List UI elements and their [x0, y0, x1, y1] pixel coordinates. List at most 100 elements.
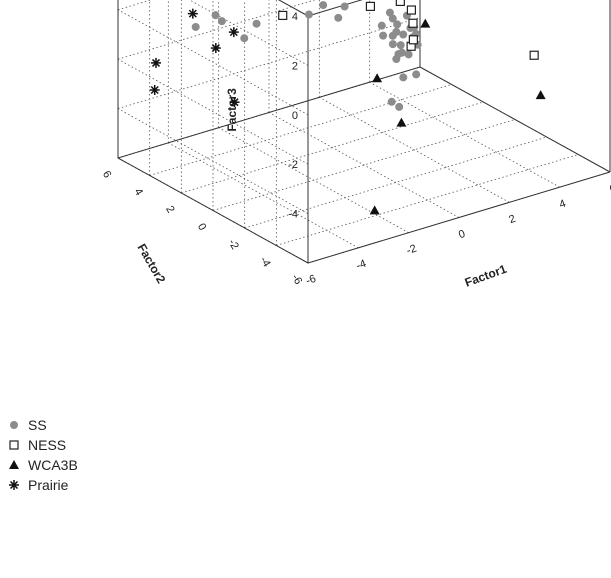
- legend-marker-prairie: [9, 480, 19, 490]
- x-axis-label: Factor1: [463, 262, 509, 290]
- x-tick-label: -4: [355, 258, 368, 273]
- point-ness: [395, 0, 405, 7]
- axis-labels: Factor1 Factor2 Factor3: [135, 88, 509, 290]
- y-tick-label: 4: [132, 186, 145, 197]
- frame-edge: [307, 171, 611, 264]
- point-ss: [388, 40, 397, 49]
- tick-labels: -4 -2 0 2 4 -6 -4 -2 0 2 4 6 -6 -4 -2 0 2 4 6: [100, 11, 611, 287]
- legend-label-wca3b: WCA3B: [28, 457, 78, 473]
- grid-line: [276, 154, 579, 246]
- x-tick-label: 2: [507, 213, 517, 226]
- z-tick-label: 0: [292, 110, 298, 122]
- x-tick-label: 4: [558, 198, 568, 211]
- z-tick-label: 2: [292, 60, 298, 72]
- point-wca3b: [420, 18, 431, 28]
- grid-line: [117, 108, 309, 214]
- legend-label-ness: NESS: [28, 437, 66, 453]
- z-axis-label: Factor3: [225, 88, 239, 132]
- point-ness: [406, 5, 417, 15]
- y-axis-label: Factor2: [135, 241, 169, 286]
- legend-marker-ness: [9, 440, 19, 450]
- point-wca3b: [535, 90, 546, 100]
- y-tick-label: -6: [289, 272, 304, 286]
- legend-label-prairie: Prairie: [28, 477, 69, 493]
- point-ss: [388, 14, 397, 23]
- grid-line: [117, 58, 309, 165]
- x-tick-label: 6: [608, 182, 611, 195]
- point-ss: [387, 97, 396, 106]
- point-ness: [365, 1, 376, 11]
- point-wca3b: [396, 117, 407, 127]
- grid-line: [244, 136, 547, 229]
- point-ss: [240, 34, 249, 43]
- point-prairie: [187, 8, 198, 19]
- point-prairie: [229, 97, 240, 108]
- asterisk-stroke: [188, 9, 197, 18]
- point-ss: [396, 41, 405, 50]
- legend-item-prairie: Prairie: [9, 477, 69, 493]
- legend-item-ness: NESS: [9, 437, 66, 453]
- asterisk-stroke: [211, 44, 220, 53]
- grid-line: [117, 17, 421, 109]
- y-tick-label: -4: [257, 255, 272, 269]
- point-ss: [211, 11, 220, 20]
- point-ss: [191, 22, 200, 31]
- asterisk-stroke: [150, 85, 159, 95]
- point-ss: [392, 55, 401, 64]
- legend-marker-ss: [10, 421, 18, 429]
- point-ness: [408, 18, 418, 28]
- point-ss: [399, 73, 408, 82]
- asterisk-stroke: [230, 98, 239, 107]
- frame-edge: [117, 66, 421, 159]
- legend-item-wca3b: WCA3B: [9, 457, 78, 473]
- data-points: [149, 0, 546, 215]
- z-tick-label: 4: [292, 11, 298, 23]
- point-ss: [412, 70, 421, 79]
- z-tick-label: -2: [288, 159, 298, 171]
- y-tick-label: 0: [195, 221, 208, 232]
- point-ss: [379, 31, 388, 40]
- frame-edge: [117, 157, 309, 264]
- grid-line: [268, 112, 460, 218]
- x-tick-label: 0: [457, 228, 467, 241]
- grid-line: [149, 84, 452, 176]
- point-ss: [398, 48, 406, 57]
- y-tick-label: -2: [226, 237, 241, 251]
- point-prairie: [151, 57, 161, 68]
- legend: SS NESS WCA3B Prairie: [9, 417, 78, 493]
- point-ss: [304, 10, 313, 19]
- point-prairie: [210, 43, 221, 54]
- legend-item-ss: SS: [10, 417, 47, 433]
- legend-label-ss: SS: [28, 417, 47, 433]
- legend-marker-wca3b: [9, 460, 19, 469]
- frame-edge: [307, 0, 363, 17]
- asterisk-stroke: [151, 58, 161, 67]
- point-ss: [252, 19, 261, 28]
- grid-line: [212, 119, 516, 211]
- point-ss: [217, 17, 226, 26]
- axis-frame: [117, 0, 611, 264]
- point-wca3b: [369, 205, 380, 215]
- grid-line: [319, 96, 510, 203]
- grid-line: [181, 101, 484, 194]
- y-tick-label: 6: [100, 169, 113, 180]
- point-ss: [393, 20, 402, 29]
- point-ness: [408, 35, 418, 45]
- point-ss: [340, 2, 349, 11]
- point-ss: [334, 13, 343, 22]
- point-prairie: [228, 27, 239, 38]
- grid-line: [117, 0, 316, 60]
- point-ss: [319, 1, 328, 10]
- point-prairie: [149, 85, 160, 96]
- z-tick-label: -4: [288, 209, 298, 221]
- frame-edge: [419, 66, 611, 173]
- y-tick-label: 2: [163, 204, 176, 215]
- point-ss: [399, 30, 408, 39]
- grid-line: [117, 9, 309, 116]
- grid-line: [369, 81, 560, 188]
- x-tick-label: -6: [304, 273, 317, 288]
- point-ness: [278, 10, 288, 21]
- point-ness: [529, 50, 539, 60]
- point-ss: [404, 50, 413, 59]
